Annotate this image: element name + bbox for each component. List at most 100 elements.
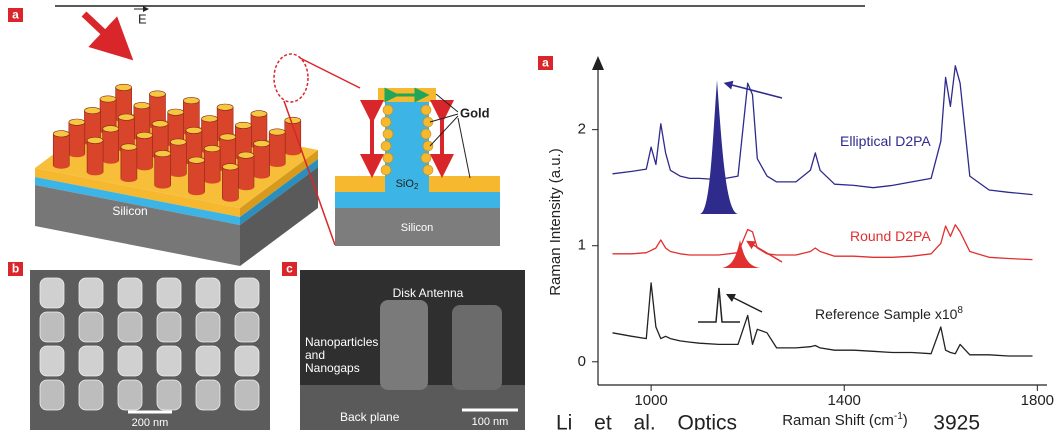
nanopillar (118, 278, 142, 308)
series-name: Reference Sample x10 (815, 306, 958, 322)
pillar-cap (121, 144, 137, 150)
pillar (254, 144, 270, 176)
annotation: Disk Antenna (393, 286, 464, 300)
pillar-cap (155, 150, 171, 156)
annotation: Nanoparticles (305, 335, 378, 349)
oxide-layer (335, 192, 500, 208)
nanopillar (118, 380, 142, 410)
x-tick-label: 1800 (1021, 392, 1054, 409)
scale-bar-label: 100 nm (472, 416, 509, 428)
pillar-base (189, 189, 205, 195)
inset-peak (700, 80, 738, 214)
page: { "schematic": {"panel_label": "a", "fie… (0, 0, 1059, 430)
field-arrow (84, 14, 118, 46)
pillar-cap (103, 126, 119, 132)
pillar-cap (220, 134, 236, 140)
pillar-base (269, 161, 285, 167)
pillar-base (69, 151, 85, 157)
nanopillar (79, 312, 103, 342)
pillar-cap (84, 107, 100, 113)
pillar-cap (251, 111, 267, 117)
pillar (103, 129, 119, 161)
nanopillar (235, 380, 259, 410)
pillar-cap (116, 84, 132, 90)
pillar (170, 142, 186, 174)
nanopillar (40, 346, 64, 376)
nanopillar (196, 346, 220, 376)
pillar-cap (53, 131, 69, 137)
nanopillar (196, 278, 220, 308)
series-name: Elliptical D2PA (840, 133, 931, 149)
sem-image (30, 270, 270, 430)
nanopillar (157, 312, 181, 342)
pillar-cap (269, 129, 285, 135)
pillar-cap (168, 109, 184, 115)
pillar-base (170, 171, 186, 177)
series-label: Round D2PA (850, 228, 931, 244)
pillar-cap (202, 116, 218, 122)
pillar-base (137, 164, 153, 170)
pillar-base (254, 173, 270, 179)
pillar-cap (217, 104, 233, 110)
pillar-cap (137, 132, 153, 138)
nanopillar (157, 346, 181, 376)
pillar-base (204, 178, 220, 184)
panel-label: a (12, 8, 19, 22)
pillar-base (155, 183, 171, 189)
schematic: a E Silicon (8, 8, 360, 266)
nanopillar (157, 278, 181, 308)
inset-arrow (728, 84, 782, 98)
scale-bar-label: 200 nm (132, 417, 169, 429)
pillar (452, 305, 502, 390)
pillar-cap (183, 97, 199, 103)
pillar-cap (149, 91, 165, 97)
pillar-cap (285, 117, 301, 123)
pillar (155, 154, 171, 186)
pillar-cap (186, 127, 202, 133)
pillar (204, 149, 220, 181)
pillar (137, 135, 153, 167)
pillar-cap (189, 157, 205, 163)
sem-top: b 200 nm (8, 262, 270, 430)
oxide-subscript: 2 (414, 182, 419, 191)
pillar-base (87, 169, 103, 175)
pillar-cap (69, 119, 85, 125)
nanopillar (40, 312, 64, 342)
oxide-text: SiO (396, 178, 415, 190)
pillar (69, 122, 85, 154)
spectrum (613, 225, 1033, 260)
pillar-cap (235, 122, 251, 128)
y-tick-label: 2 (578, 121, 586, 138)
x-label-text: ) (903, 412, 908, 429)
pillar (121, 147, 137, 179)
y-tick-label: 0 (578, 353, 586, 370)
pillar (238, 155, 254, 187)
nanopillar (40, 380, 64, 410)
annotation: Nanogaps (305, 361, 360, 375)
pillar-base (121, 176, 137, 182)
nanopillar (79, 346, 103, 376)
nanopillar (118, 346, 142, 376)
panel-label: a (542, 56, 549, 70)
x-label-text: Raman Shift (cm (782, 412, 894, 429)
zoom-line (300, 58, 360, 88)
chart: a Raman Intensity (a.u.) Raman Shift (cm… (538, 56, 1054, 430)
cross-section: Gold SiO2 Silicon (335, 88, 500, 246)
inset-arrow (730, 296, 762, 312)
pillar (222, 167, 238, 199)
pillar-base (222, 196, 238, 202)
pillar-cap (134, 102, 150, 108)
series-name-superscript: 8 (957, 305, 963, 316)
pillar-cap (254, 140, 270, 146)
pillar (269, 132, 285, 164)
figure: Li et al. Optics Express 19(5), 3925 a E… (0, 0, 1059, 430)
nanopillar (235, 278, 259, 308)
nanopillar (40, 278, 64, 308)
pillar-base (238, 184, 254, 190)
x-axis-label: Raman Shift (cm-1) (782, 411, 908, 429)
series-label: Elliptical D2PA (840, 133, 931, 149)
nanopillar (196, 312, 220, 342)
nanopillar (118, 312, 142, 342)
panel-label: b (12, 262, 19, 276)
substrate-label: Silicon (112, 204, 147, 218)
